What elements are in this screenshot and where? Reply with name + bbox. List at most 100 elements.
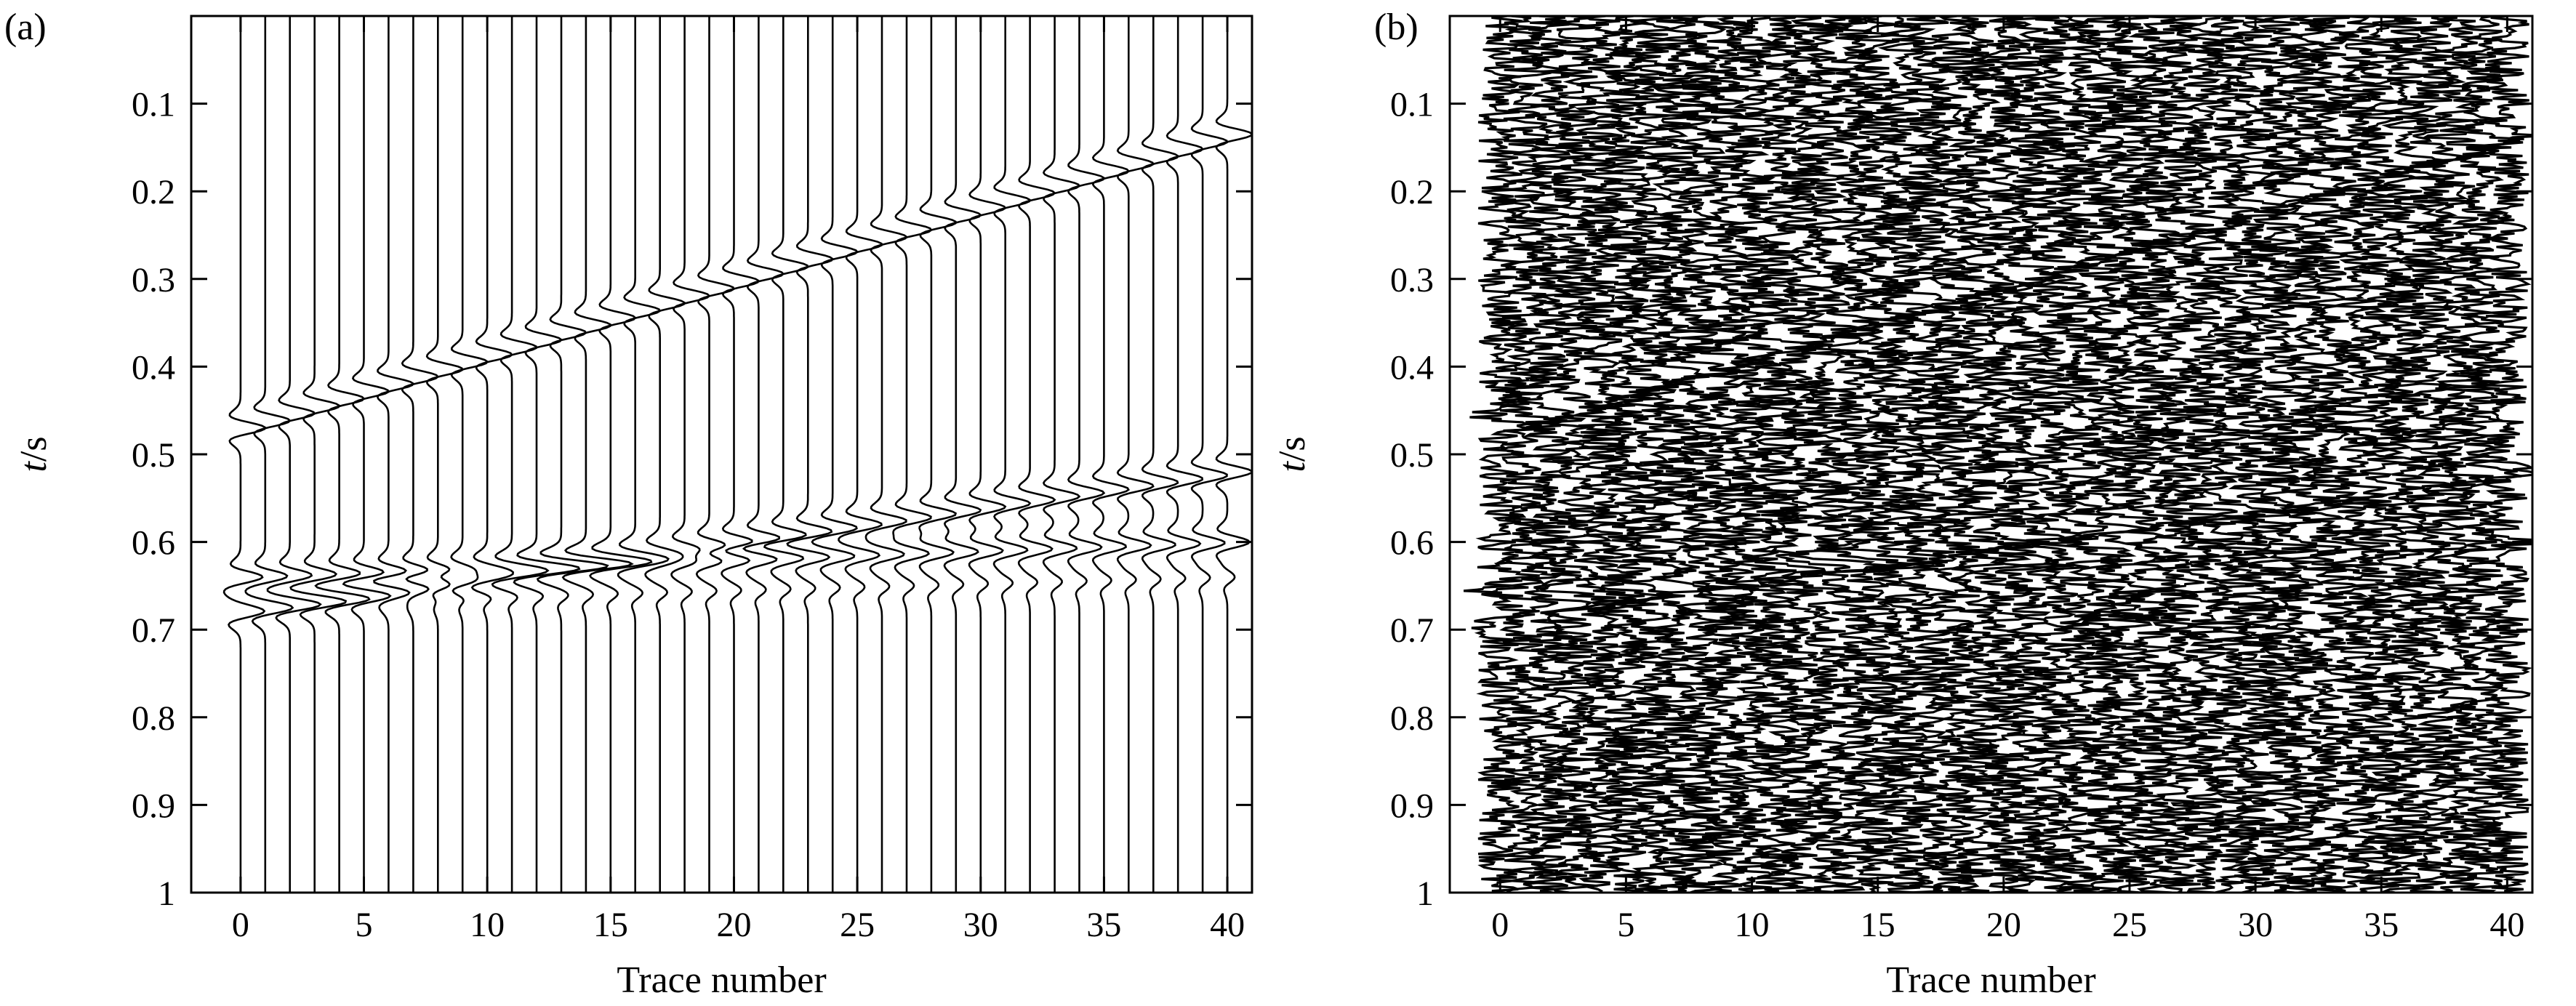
trace-6 [373,16,414,893]
trace-9 [450,16,489,893]
trace-1 [244,16,294,893]
trace-8 [425,16,464,893]
trace-17 [644,16,686,893]
trace-25 [838,16,883,893]
trace-35 [1091,16,1131,893]
trace-9 [1694,16,1773,893]
trace-20 [1969,16,2044,893]
x-tick-label: 25 [840,906,875,944]
trace-28 [2172,16,2247,893]
y-tick-label: 0.7 [132,611,175,650]
trace-16 [617,16,670,893]
trace-19 [1946,16,2018,893]
trace-11 [491,16,550,893]
panel-a: 0.10.20.30.40.50.60.70.80.910 5 10 15 20 25 30… [4,7,1253,1001]
x-tick-label: 20 [1986,906,2021,944]
trace-40 [2475,16,2532,893]
trace-1 [1486,16,1566,893]
y-tick-label: 0.8 [132,699,175,738]
y-tick-label: 0.9 [132,786,175,825]
plot-frame [190,15,1253,894]
trace-40 [1215,16,1252,893]
y-tick-label: 0.1 [1390,86,1434,124]
x-tick-label: 30 [2238,906,2273,944]
y-tick-label: 0.6 [132,524,175,563]
y-tick-label: 0.2 [1390,173,1434,212]
trace-24 [2063,16,2151,893]
trace-0 [222,16,266,893]
trace-33 [2296,16,2372,893]
trace-17 [1894,16,1962,893]
panel-label: (b) [1374,7,1419,48]
y-tick-label: 0.7 [1390,611,1434,650]
trace-19 [695,16,735,893]
trace-15 [589,16,653,893]
trace-38 [1165,16,1204,893]
trace-12 [513,16,581,893]
trace-37 [1141,16,1179,893]
trace-34 [1067,16,1106,893]
trace-21 [742,16,785,893]
trace-36 [2376,16,2452,893]
trace-11 [1741,16,1826,893]
trace-22 [2015,16,2098,893]
y-tick-label: 0.5 [132,436,175,475]
trace-5 [1592,16,1668,893]
trace-7 [401,16,440,893]
x-tick-label: 35 [1086,906,1121,944]
x-tick-label: 35 [2364,906,2399,944]
trace-30 [968,16,1007,893]
trace-13 [1789,16,1890,893]
trace-14 [1814,16,1914,893]
y-tick-label: 0.3 [1390,261,1434,299]
y-tick-label: 0.8 [1390,699,1434,738]
y-axis-label: t/s [1272,436,1313,472]
trace-4 [1574,16,1645,893]
trace-38 [2420,16,2497,893]
trace-21 [1994,16,2066,893]
trace-26 [864,16,908,893]
trace-20 [721,16,760,893]
y-axis-label: t/s [13,436,55,472]
x-tick-label: 40 [1210,906,1245,944]
trace-25 [2095,16,2168,893]
trace-27 [892,16,933,893]
trace-3 [1533,16,1620,893]
trace-26 [2123,16,2191,893]
x-tick-label: 5 [356,906,373,944]
y-tick-label: 0.1 [132,86,175,124]
wiggle-traces [222,16,1252,893]
x-tick-label: 10 [1735,906,1770,944]
panel-b: 0.10.20.30.40.50.60.70.80.910 5 10 15 20 25 30… [1272,7,2534,1001]
trace-39 [2450,16,2525,893]
trace-29 [943,16,982,893]
panel-label: (a) [4,7,47,48]
trace-13 [536,16,609,893]
trace-7 [1646,16,1710,893]
x-tick-label: 0 [232,906,249,944]
trace-36 [1116,16,1155,893]
x-tick-label: 30 [963,906,998,944]
y-tick-label: 0.6 [1390,524,1434,563]
trace-16 [1872,16,1949,893]
trace-33 [1042,16,1081,893]
y-tick-label: 0.2 [132,173,175,212]
trace-5 [342,16,392,893]
trace-31 [992,16,1032,893]
x-axis-label: Trace number [617,959,826,1001]
y-tick-label: 0.9 [1390,786,1434,825]
y-tick-label: 1 [1416,874,1434,913]
trace-3 [289,16,348,893]
trace-24 [811,16,859,893]
trace-10 [470,16,515,893]
trace-35 [2348,16,2425,893]
y-tick-label: 0.3 [132,261,175,299]
trace-18 [670,16,711,893]
x-tick-label: 40 [2489,906,2524,944]
trace-2 [1517,16,1595,893]
x-tick-label: 15 [1861,906,1895,944]
trace-31 [2247,16,2319,893]
y-tick-label: 0.4 [132,348,175,387]
trace-12 [1768,16,1851,893]
